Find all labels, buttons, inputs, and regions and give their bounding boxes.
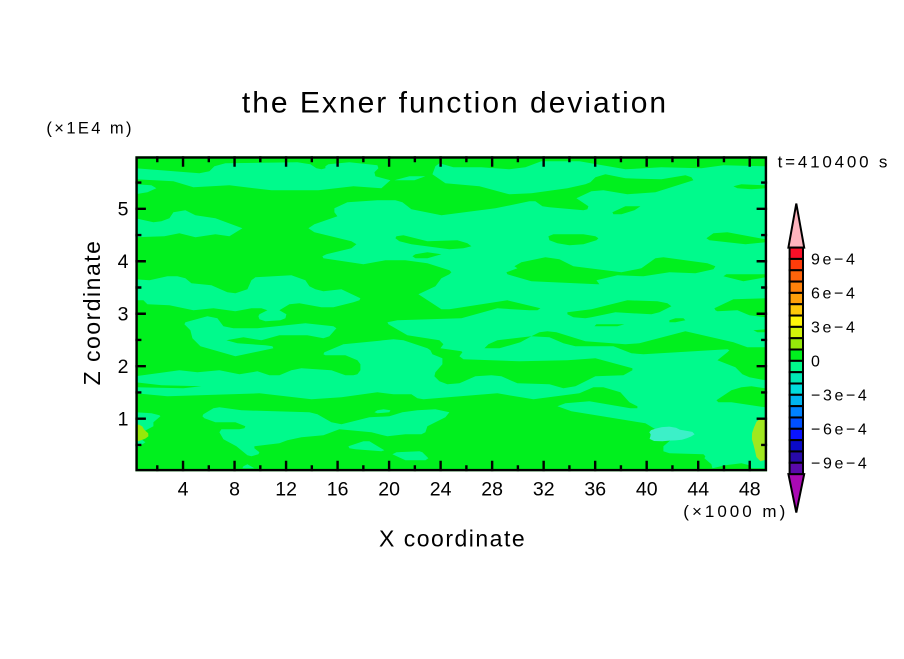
svg-text:4: 4 xyxy=(178,478,189,500)
svg-text:20: 20 xyxy=(378,478,400,500)
svg-text:3e−4: 3e−4 xyxy=(811,320,857,337)
svg-text:40: 40 xyxy=(636,478,658,500)
svg-text:Z coordinate: Z coordinate xyxy=(79,240,105,386)
svg-text:8: 8 xyxy=(229,478,240,500)
svg-text:(×1000 m): (×1000 m) xyxy=(683,502,788,521)
svg-text:32: 32 xyxy=(533,478,555,500)
svg-text:44: 44 xyxy=(687,478,709,500)
svg-text:16: 16 xyxy=(327,478,349,500)
svg-text:(×1E4 m): (×1E4 m) xyxy=(46,120,134,138)
svg-text:28: 28 xyxy=(481,478,503,500)
svg-text:t=410400 s: t=410400 s xyxy=(778,153,891,172)
svg-text:36: 36 xyxy=(584,478,606,500)
svg-text:6e−4: 6e−4 xyxy=(811,286,857,303)
svg-text:−9e−4: −9e−4 xyxy=(811,455,869,472)
svg-text:4: 4 xyxy=(118,251,129,273)
svg-text:−6e−4: −6e−4 xyxy=(811,421,869,438)
svg-text:48: 48 xyxy=(739,478,761,500)
svg-text:3: 3 xyxy=(118,304,129,326)
svg-text:24: 24 xyxy=(430,478,452,500)
svg-text:0: 0 xyxy=(811,354,823,371)
svg-text:5: 5 xyxy=(118,199,129,221)
svg-text:1: 1 xyxy=(118,409,129,431)
svg-text:X coordinate: X coordinate xyxy=(379,525,526,551)
svg-text:12: 12 xyxy=(275,478,297,500)
svg-text:the Exner function deviation: the Exner function deviation xyxy=(242,87,668,120)
svg-text:2: 2 xyxy=(118,356,129,378)
svg-text:9e−4: 9e−4 xyxy=(811,252,857,269)
svg-text:−3e−4: −3e−4 xyxy=(811,387,869,404)
